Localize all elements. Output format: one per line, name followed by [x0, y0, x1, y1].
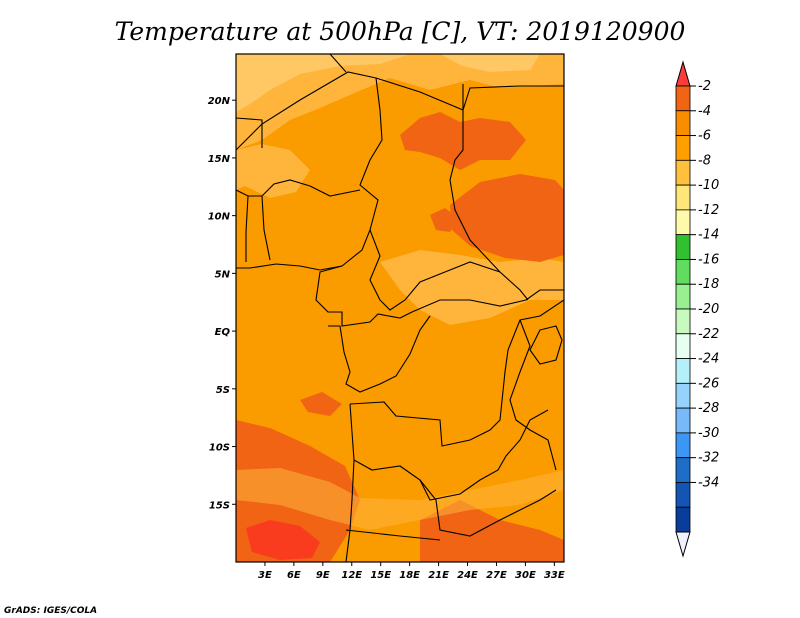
region-north-cool-edge-2: [440, 54, 540, 72]
colorbar-box: [675, 407, 691, 434]
colorbar-box: [675, 457, 691, 483]
colorbar-label: -30: [698, 426, 719, 441]
colorbar-box: [675, 259, 691, 285]
y-tick-label: 5S: [216, 385, 230, 396]
colorbar: -2 -4 -6 -8 -10 -12 -14 -16 -18 -20 -22 -24 -26 -28 -3…: [675, 60, 719, 558]
colorbar-box: [675, 506, 691, 533]
y-tick-label: 15S: [209, 500, 230, 511]
y-tick-label: 10N: [208, 212, 231, 223]
y-tick-label: 10S: [209, 443, 230, 454]
colorbar-label: -28: [698, 401, 719, 416]
region-sudan-warm-core: [450, 174, 564, 262]
colorbar-box: [675, 234, 691, 260]
y-tick-label: 15N: [208, 154, 231, 165]
x-tick-label: 15E: [370, 570, 391, 581]
x-tick-label: 9E: [316, 570, 330, 581]
colorbar-box: [675, 358, 691, 384]
map-plot-area: [236, 54, 564, 562]
x-tick-label: 27E: [486, 570, 507, 581]
region-north-warm-band: [236, 54, 564, 150]
colorbar-box: [675, 209, 691, 236]
colorbar-label: -34: [698, 475, 719, 490]
colorbar-box: [675, 85, 691, 112]
colorbar-label: -12: [698, 203, 719, 218]
x-tick-label: 18E: [399, 570, 420, 581]
colorbar-label: -10: [698, 178, 719, 193]
x-axis: 3E 6E 9E 12E 15E 18E 21E 24E 27E 30E 33E: [258, 562, 565, 581]
chart-title: Temperature at 500hPa [C], VT: 201912090…: [115, 17, 686, 46]
colorbar-box: [675, 308, 691, 335]
colorbar-box: [675, 432, 691, 459]
country-borders: [236, 54, 564, 562]
colorbar-label: -4: [698, 104, 711, 119]
x-tick-label: 33E: [544, 570, 565, 581]
y-tick-label: EQ: [215, 327, 231, 338]
grads-credit: GrADS: IGES/COLA: [4, 606, 97, 616]
region-warm-spot-west: [300, 392, 342, 416]
region-small-warm-patch: [430, 208, 458, 232]
colorbar-label: -6: [698, 129, 711, 144]
colorbar-box: [675, 333, 691, 359]
colorbar-box: [675, 135, 691, 161]
colorbar-box: [675, 184, 691, 211]
colorbar-label: -2: [698, 79, 711, 94]
region-central-cool-band-2: [236, 144, 310, 198]
x-tick-label: 24E: [457, 570, 478, 581]
colorbar-box: [675, 283, 691, 310]
region-south-mid-band: [236, 468, 564, 530]
region-north-cool-edge: [236, 54, 410, 112]
region-southeast-warm-band: [420, 500, 564, 562]
colorbar-bottom-arrow: [675, 531, 691, 558]
map-frame: [235, 53, 565, 563]
colorbar-label: -22: [698, 327, 719, 342]
colorbar-label: -18: [698, 277, 719, 292]
y-tick-label: 20N: [208, 96, 231, 107]
x-tick-label: 12E: [341, 570, 362, 581]
colorbar-box: [675, 382, 691, 409]
x-tick-label: 3E: [258, 570, 272, 581]
colorbar-box: [675, 159, 691, 186]
colorbar-label: -14: [698, 228, 719, 243]
colorbar-label: -16: [698, 252, 719, 267]
x-tick-label: 21E: [428, 570, 449, 581]
colorbar-label: -20: [698, 302, 719, 317]
x-tick-label: 30E: [515, 570, 536, 581]
colorbar-label: -26: [698, 376, 719, 391]
colorbar-label: -32: [698, 451, 719, 466]
colorbar-box: [675, 482, 691, 508]
y-axis: 20N 15N 10N 5N EQ 5S 10S 15S: [208, 96, 236, 511]
y-tick-label: 5N: [215, 269, 231, 280]
colorbar-label: -8: [698, 153, 711, 168]
colorbar-box: [675, 110, 691, 136]
region-southwest-hot-core: [246, 520, 320, 560]
x-tick-label: 6E: [287, 570, 301, 581]
colorbar-label: -24: [698, 352, 719, 367]
colorbar-top-arrow: [675, 60, 691, 87]
